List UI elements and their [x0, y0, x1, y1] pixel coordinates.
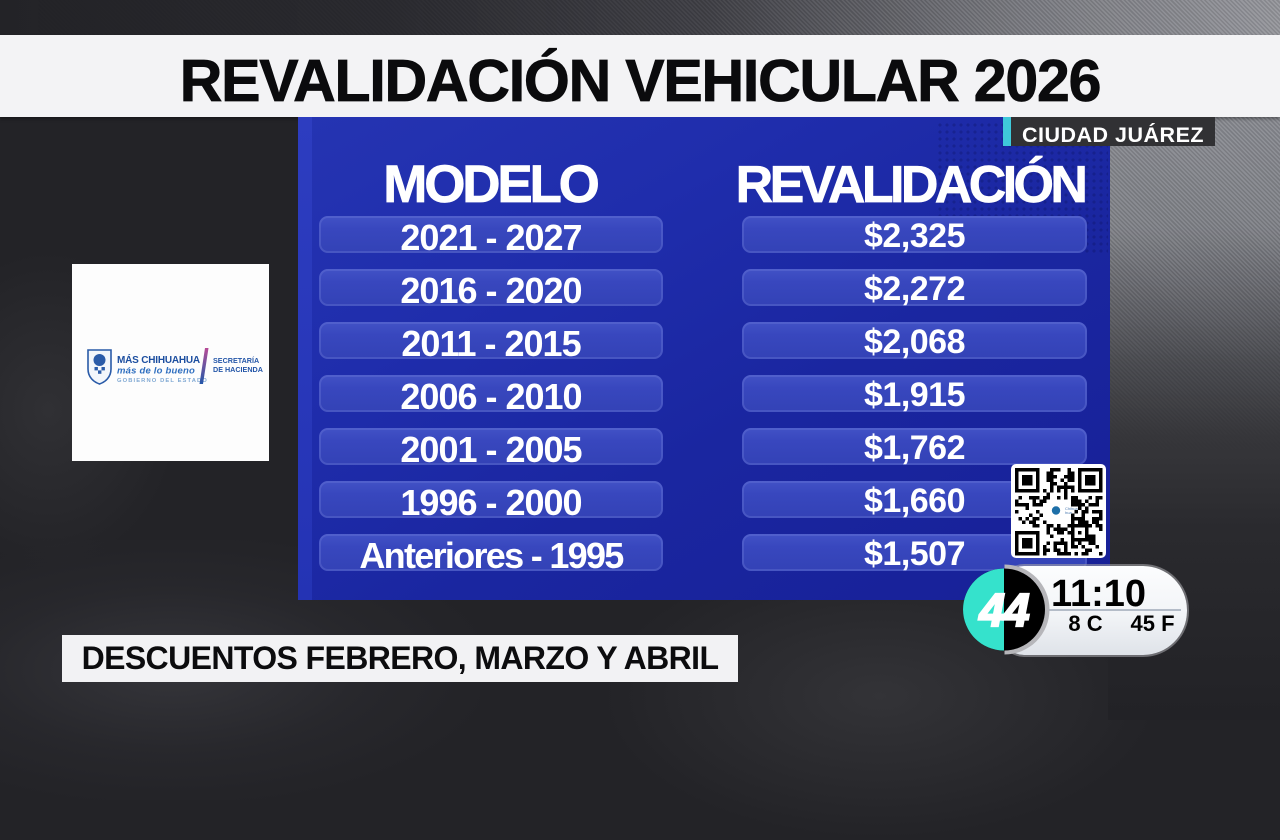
svg-text:DE HACIENDA: DE HACIENDA — [213, 365, 263, 374]
svg-text:MÁS CHIHUAHUA: MÁS CHIHUAHUA — [117, 353, 200, 366]
svg-text:hua: hua — [1065, 510, 1072, 515]
svg-text:GOBIERNO DEL ESTADO: GOBIERNO DEL ESTADO — [117, 378, 208, 384]
svg-text:SECRETARÍA: SECRETARÍA — [213, 356, 259, 365]
svg-text:Chihua: Chihua — [1065, 506, 1078, 511]
svg-text:más de lo bueno: más de lo bueno — [117, 366, 195, 377]
